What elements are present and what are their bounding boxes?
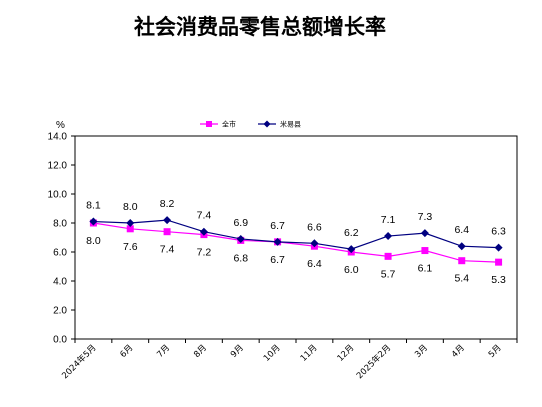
- x-tick-label: 9月: [229, 343, 246, 360]
- series-2: 8.1 8.0 8.2 7.4 6.9 6.7 6.6 6.2 7.1 7.3 6.4 6.3: [86, 198, 506, 254]
- data-point: [310, 239, 319, 248]
- y-tick-label: 4.0: [53, 277, 67, 288]
- y-axis-unit: %: [56, 120, 65, 131]
- data-point: [458, 257, 466, 265]
- data-point: [384, 232, 393, 241]
- x-tick-label: 7月: [155, 343, 172, 360]
- data-label: 7.4: [197, 210, 212, 222]
- data-point: [126, 225, 134, 233]
- series-line: [93, 219, 499, 250]
- data-label: 7.2: [197, 247, 212, 259]
- legend-marker: [206, 121, 212, 127]
- data-point: [420, 229, 429, 238]
- plot-frame: [74, 135, 518, 340]
- legend: 全市 米易县: [200, 120, 301, 129]
- x-tick-label: 10月: [262, 343, 283, 364]
- legend-label: 米易县: [280, 120, 301, 129]
- data-point: [163, 216, 172, 225]
- data-label: 6.7: [270, 220, 285, 232]
- data-label: 8.1: [86, 200, 101, 212]
- data-label: 5.4: [454, 273, 469, 285]
- plot-area: 8.0 7.6 7.4 7.2 6.8 6.7 6.4 6.0 5.7 6.15.4 5.38.1 8…: [86, 198, 506, 286]
- data-point: [421, 247, 429, 255]
- data-point: [494, 243, 503, 252]
- series-1: 8.0 7.6 7.4 7.2 6.8 6.7 6.4 6.0 5.7 6.1 5.4 5.3: [86, 219, 506, 286]
- legend-marker: [263, 120, 271, 128]
- data-point: [273, 237, 282, 246]
- x-tick-label: 5月: [487, 343, 504, 360]
- data-label: 7.1: [381, 214, 396, 226]
- y-tick-label: 14.0: [48, 132, 68, 143]
- data-point: [495, 258, 503, 266]
- data-label: 6.7: [270, 254, 285, 266]
- x-tick-label: 4月: [450, 343, 467, 360]
- x-tick-label: 3月: [413, 343, 430, 360]
- data-label: 7.3: [418, 211, 433, 223]
- x-tick-label: 12月: [336, 343, 357, 364]
- data-label: 8.0: [123, 201, 138, 213]
- data-point: [199, 227, 208, 236]
- x-tick-label: 6月: [118, 343, 135, 360]
- x-tick-label: 2025年2月: [354, 342, 393, 381]
- data-label: 6.8: [233, 252, 248, 264]
- y-tick-label: 6.0: [53, 248, 67, 259]
- data-point: [236, 234, 245, 243]
- data-point: [457, 242, 466, 251]
- series-line: [93, 222, 499, 263]
- data-label: 6.4: [454, 224, 469, 236]
- data-label: 5.3: [491, 274, 506, 286]
- data-label: 6.2: [344, 227, 359, 239]
- data-point: [89, 217, 98, 226]
- y-tick-label: 10.0: [48, 190, 68, 201]
- data-label: 8.2: [160, 198, 175, 210]
- data-label: 6.4: [307, 258, 322, 270]
- data-label: 7.6: [123, 241, 138, 253]
- legend-item: 米易县: [258, 120, 301, 129]
- data-label: 6.0: [344, 264, 359, 276]
- y-tick-label: 0.0: [53, 335, 67, 346]
- x-tick-label: 8月: [192, 343, 209, 360]
- chart-title: 社会消费品零售总额增长率: [133, 15, 386, 39]
- data-point: [163, 228, 171, 236]
- data-label: 6.1: [418, 263, 433, 275]
- y-tick-label: 8.0: [53, 219, 67, 230]
- data-point: [126, 219, 135, 227]
- data-label: 6.9: [233, 217, 248, 229]
- y-tick-label: 2.0: [53, 306, 67, 317]
- legend-label: 全市: [222, 120, 236, 129]
- data-label: 6.3: [491, 226, 506, 238]
- data-point: [347, 245, 356, 254]
- data-label: 7.4: [160, 244, 175, 256]
- data-label: 5.7: [381, 268, 396, 280]
- data-label: 6.6: [307, 221, 322, 233]
- legend-item: 全市: [200, 120, 236, 129]
- x-tick-label: 11月: [299, 343, 320, 364]
- x-tick-label: 2024年5月: [60, 342, 99, 381]
- data-label: 8.0: [86, 235, 101, 247]
- data-point: [384, 252, 392, 260]
- y-tick-label: 12.0: [48, 161, 68, 172]
